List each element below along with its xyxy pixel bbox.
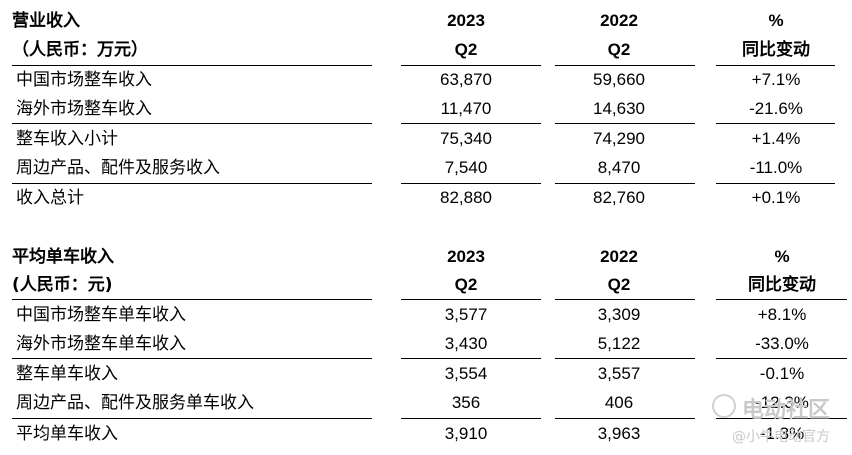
table1-col1-year: 2023 — [447, 11, 485, 30]
total-rule — [12, 418, 372, 419]
table1-unit: （人民币：万元） — [12, 40, 148, 60]
table-row-value-2022: 59,660 — [593, 70, 645, 89]
table-row-change: -11.0% — [749, 158, 803, 177]
table2-col2-quarter: Q2 — [607, 275, 631, 294]
total-rule — [401, 418, 541, 419]
watermark-handle: @小牛电动官方 — [732, 429, 830, 445]
table-row-value-2023: 75,340 — [440, 129, 492, 148]
table-row-value-2023: 3,430 — [444, 334, 488, 353]
table-row-label: 收入总计 — [16, 188, 84, 208]
total-rule — [555, 183, 695, 184]
table-row-change: -21.6% — [749, 99, 803, 118]
table-row-value-2022: 406 — [604, 393, 634, 412]
table2-unit: (人民币：元) — [12, 275, 113, 295]
header-rule — [716, 299, 847, 300]
table-row-value-2023: 3,910 — [444, 424, 488, 443]
table-row-change: -1.3% — [759, 424, 805, 443]
table2-col1-quarter: Q2 — [454, 275, 478, 294]
table-row-value-2023: 356 — [451, 393, 481, 412]
table1-col1-quarter: Q2 — [454, 40, 478, 59]
table2-title: 平均单车收入 — [12, 247, 114, 267]
table-row-value-2022: 82,760 — [593, 188, 645, 207]
table-row-label: 中国市场整车单车收入 — [16, 305, 186, 325]
header-rule — [555, 299, 695, 300]
total-rule — [716, 183, 835, 184]
subtotal-rule — [716, 358, 847, 359]
table-row-label: 整车收入小计 — [16, 129, 118, 149]
table-row-value-2023: 3,577 — [444, 305, 488, 324]
watermark-title: 电动社区 — [742, 398, 831, 423]
table1-col2-year: 2022 — [600, 11, 638, 30]
total-rule — [716, 418, 847, 419]
table-row-label: 整车单车收入 — [16, 364, 118, 384]
table-row-change: +7.1% — [751, 70, 801, 89]
watermark-logo-icon — [712, 394, 736, 418]
table-row-change: +8.1% — [757, 305, 807, 324]
subtotal-rule — [401, 358, 541, 359]
table-row-label: 周边产品、配件及服务单车收入 — [16, 393, 254, 413]
header-rule — [12, 299, 372, 300]
table1-title: 营业收入 — [12, 11, 80, 31]
header-rule — [401, 299, 541, 300]
header-rule — [401, 65, 541, 66]
table-row-value-2022: 5,122 — [597, 334, 641, 353]
table-row-value-2023: 82,880 — [440, 188, 492, 207]
table-row-value-2022: 3,963 — [597, 424, 641, 443]
total-rule — [12, 183, 372, 184]
subtotal-rule — [12, 358, 372, 359]
table-row-change: -12.3% — [755, 393, 809, 412]
table-row-label: 中国市场整车收入 — [16, 70, 152, 90]
table1-col3-label: 同比变动 — [742, 40, 810, 60]
table-row-value-2022: 14,630 — [593, 99, 645, 118]
total-rule — [555, 418, 695, 419]
table-row-value-2023: 63,870 — [440, 70, 492, 89]
header-rule — [716, 65, 835, 66]
table-row-value-2023: 7,540 — [444, 158, 488, 177]
table-row-value-2023: 11,470 — [440, 99, 492, 118]
table-row-label: 海外市场整车单车收入 — [16, 334, 186, 354]
subtotal-rule — [401, 123, 541, 124]
table-row-value-2022: 8,470 — [597, 158, 641, 177]
table-row-label: 海外市场整车收入 — [16, 99, 152, 119]
table-row-value-2022: 3,557 — [597, 364, 641, 383]
table-row-label: 平均单车收入 — [16, 424, 118, 444]
table-row-label: 周边产品、配件及服务收入 — [16, 158, 220, 178]
total-rule — [401, 183, 541, 184]
table-row-value-2023: 3,554 — [444, 364, 488, 383]
table-row-change: +0.1% — [751, 188, 801, 207]
table-row-value-2022: 3,309 — [597, 305, 641, 324]
table2-col3-percent: % — [774, 247, 790, 266]
table2-col2-year: 2022 — [600, 247, 638, 266]
header-rule — [555, 65, 695, 66]
table-row-value-2022: 74,290 — [593, 129, 645, 148]
table1-col2-quarter: Q2 — [607, 40, 631, 59]
table-row-change: +1.4% — [751, 129, 801, 148]
table-row-change: -0.1% — [759, 364, 805, 383]
subtotal-rule — [716, 123, 835, 124]
subtotal-rule — [12, 123, 372, 124]
table-row-change: -33.0% — [755, 334, 809, 353]
subtotal-rule — [555, 123, 695, 124]
subtotal-rule — [555, 358, 695, 359]
header-rule — [12, 65, 372, 66]
table1-col3-percent: % — [768, 11, 784, 30]
table2-col3-label: 同比变动 — [748, 275, 816, 295]
table2-col1-year: 2023 — [447, 247, 485, 266]
